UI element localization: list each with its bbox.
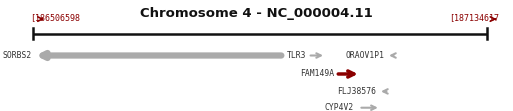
Text: [187134617: [187134617 xyxy=(449,13,499,22)
Text: TLR3: TLR3 xyxy=(287,51,307,60)
Text: ORAOV1P1: ORAOV1P1 xyxy=(346,51,385,60)
Text: FAM149A: FAM149A xyxy=(300,69,334,78)
Text: [186506598: [186506598 xyxy=(30,13,80,22)
Text: Chromosome 4 - NC_000004.11: Chromosome 4 - NC_000004.11 xyxy=(140,7,373,20)
Text: FLJ38576: FLJ38576 xyxy=(337,87,376,96)
Text: CYP4V2: CYP4V2 xyxy=(324,103,353,111)
Text: SORBS2: SORBS2 xyxy=(3,51,32,60)
